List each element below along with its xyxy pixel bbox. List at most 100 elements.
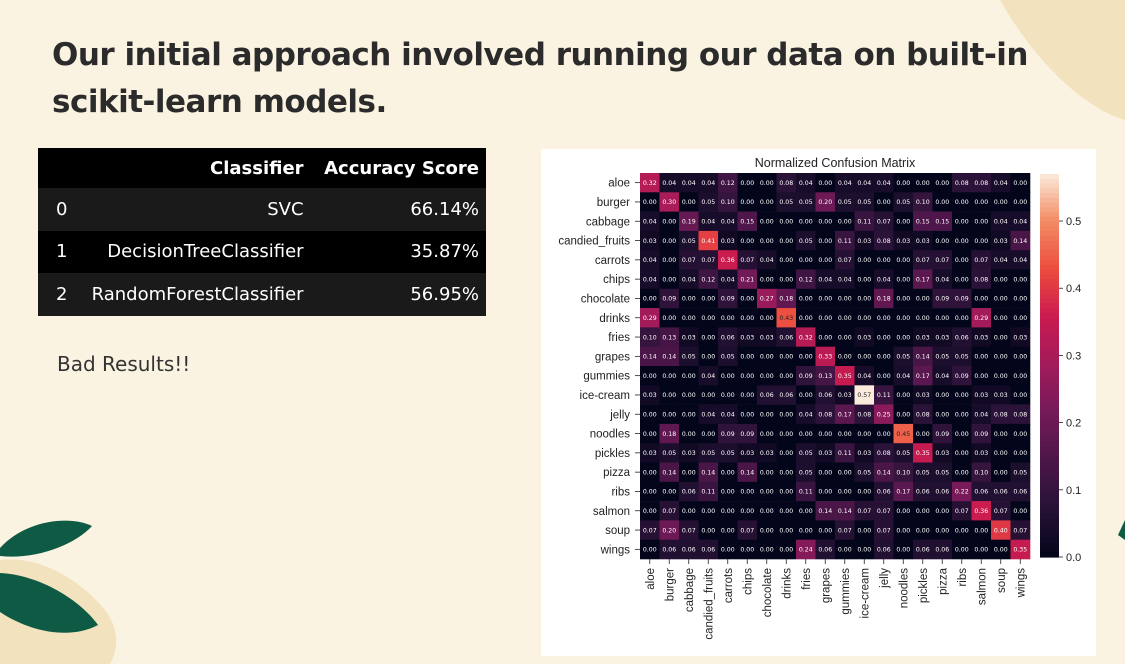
colorbar-segment xyxy=(1040,470,1059,477)
colorbar-segment xyxy=(1040,403,1059,410)
heatmap-cell xyxy=(932,192,953,212)
cell-value-label: 0.06 xyxy=(662,547,676,554)
heatmap-cell xyxy=(698,230,719,251)
cell-value-label: 0.00 xyxy=(955,392,969,399)
y-tick-label: ice-cream xyxy=(580,390,630,402)
colorbar-segment xyxy=(1040,437,1059,443)
colorbar-segment xyxy=(1040,331,1059,338)
heatmap-cell xyxy=(874,501,894,521)
cell-value-label: 0.06 xyxy=(935,547,949,554)
colorbar-segment xyxy=(1040,245,1059,252)
cell-value-label: 0.00 xyxy=(877,199,891,206)
cell-value-label: 0.06 xyxy=(701,547,715,554)
heatmap-cell xyxy=(971,230,992,251)
heatmap-cell xyxy=(991,327,1011,347)
heatmap-cell xyxy=(932,501,953,521)
colorbar-segment xyxy=(1040,552,1059,558)
heatmap-cell xyxy=(893,288,914,309)
cell-value-label: 0.09 xyxy=(740,431,754,438)
heatmap-cell xyxy=(932,366,953,386)
heatmap-cell xyxy=(776,404,797,425)
heatmap-cell xyxy=(796,443,816,463)
cell-value-label: 0.09 xyxy=(974,431,988,438)
heatmap-cell xyxy=(952,385,972,405)
colorbar-segment xyxy=(1040,355,1059,362)
heatmap-cell xyxy=(874,269,894,290)
heatmap-cell xyxy=(757,385,777,405)
heatmap-cell xyxy=(757,327,777,347)
heatmap-cell xyxy=(874,250,894,270)
cell-value-label: 0.12 xyxy=(799,276,813,283)
cell-value-label: 0.00 xyxy=(799,508,813,515)
cell-value-label: 0.09 xyxy=(721,431,735,438)
cell-value-label: 0.00 xyxy=(1013,276,1027,283)
heatmap-cell xyxy=(659,346,680,367)
heatmap-cell xyxy=(698,173,719,193)
cell-value-label: 0.06 xyxy=(779,392,793,399)
cell-value-label: 0.36 xyxy=(721,257,735,264)
colorbar-segment xyxy=(1040,279,1059,285)
heatmap-cell xyxy=(679,520,699,540)
heatmap-cell xyxy=(815,250,836,270)
cell-value-label: 0.00 xyxy=(701,508,715,515)
cell-value-label: 0.00 xyxy=(799,392,813,399)
cell-value-label: 0.00 xyxy=(701,334,715,341)
colorbar-segment xyxy=(1040,360,1059,367)
cell-value-label: 0.00 xyxy=(896,547,910,554)
cell-value-label: 0.00 xyxy=(779,354,793,361)
cell-value-label: 0.20 xyxy=(818,199,832,206)
y-tick-label: pickles xyxy=(595,448,630,460)
cell-value-label: 0.00 xyxy=(1013,373,1027,380)
colorbar-tick-label: 0.5 xyxy=(1066,216,1081,228)
heatmap-cell xyxy=(854,481,875,502)
heatmap-cell xyxy=(971,443,992,463)
heatmap-cell xyxy=(659,443,680,463)
cell-value-label: 0.07 xyxy=(643,527,657,534)
heatmap-cell xyxy=(952,269,972,290)
cell-value-label: 0.00 xyxy=(760,411,774,418)
cell-value-label: 0.21 xyxy=(740,276,754,283)
cell-value-label: 0.00 xyxy=(643,199,657,206)
heatmap-cell xyxy=(971,404,992,425)
heatmap-cell xyxy=(776,308,797,328)
heatmap-cell xyxy=(913,501,933,521)
heatmap-cell xyxy=(815,366,836,386)
x-tick-label: ribs xyxy=(957,568,969,587)
heatmap-cell xyxy=(776,288,797,309)
heatmap-cell xyxy=(776,269,797,290)
y-tick-label: cabbage xyxy=(586,216,630,228)
heatmap-cell xyxy=(640,366,660,386)
cell-value-label: 0.06 xyxy=(682,489,696,496)
heatmap-cell xyxy=(893,501,914,521)
cell-value-label: 0.00 xyxy=(779,257,793,264)
heatmap-cell xyxy=(854,520,875,540)
cell-value-label: 0.11 xyxy=(877,392,891,399)
cell-value-label: 0.00 xyxy=(994,334,1008,341)
heatmap-cell xyxy=(854,539,875,560)
cell-value-label: 0.24 xyxy=(799,547,813,554)
heatmap-cell xyxy=(796,423,816,444)
y-tick-label: jelly xyxy=(609,409,630,421)
heatmap-cell xyxy=(874,423,894,444)
heatmap-cell xyxy=(835,250,855,270)
heatmap-cell xyxy=(854,366,875,386)
green-leaf-edge xyxy=(1118,520,1125,540)
y-tick-label: drinks xyxy=(599,313,630,325)
heatmap-cell xyxy=(776,192,797,212)
cell-value-label: 0.05 xyxy=(701,199,715,206)
cell-value-label: 0.06 xyxy=(1013,489,1027,496)
heatmap-cell xyxy=(952,173,972,193)
cell-value-label: 0.00 xyxy=(760,199,774,206)
heatmap-cell xyxy=(698,250,719,270)
y-tick-label: burger xyxy=(597,197,630,209)
cell-value-label: 0.00 xyxy=(682,508,696,515)
heatmap-cell xyxy=(737,211,758,232)
heatmap-cell xyxy=(835,288,855,309)
y-tick-label: grapes xyxy=(595,351,630,363)
cell-value-label: 0.00 xyxy=(740,296,754,303)
colorbar-segment xyxy=(1040,442,1059,448)
cell-value-label: 0.00 xyxy=(1013,354,1027,361)
cell-value-label: 0.05 xyxy=(779,199,793,206)
cell-value-label: 0.00 xyxy=(955,547,969,554)
heatmap-cell xyxy=(718,211,738,232)
